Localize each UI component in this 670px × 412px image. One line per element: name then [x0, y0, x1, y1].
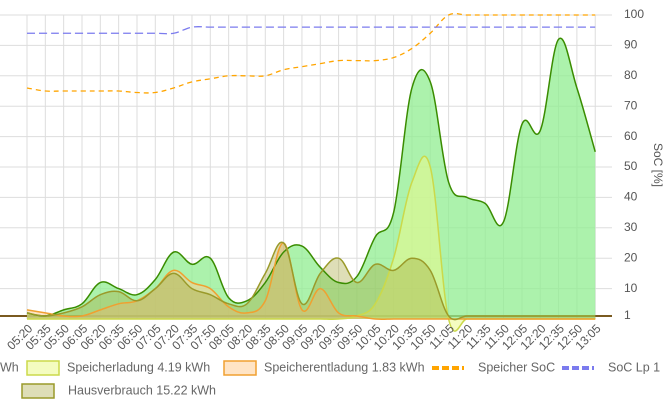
y-tick-label: 60: [624, 129, 638, 143]
legend-label: SoC Lp 1: [608, 360, 660, 374]
area-layer: [27, 38, 596, 332]
y-tick-label: 50: [624, 159, 638, 173]
y-tick-label: 80: [624, 68, 638, 82]
series-line: [26, 26, 596, 35]
area-fill: [27, 242, 596, 320]
y-tick-label: 70: [624, 98, 638, 112]
legend-label: Speicher SoC: [478, 360, 555, 374]
legend-label: Speicherladung 4.19 kWh: [67, 360, 210, 374]
line-layer: [26, 12, 596, 332]
series-line: [26, 12, 596, 94]
series-line: [26, 242, 596, 320]
series-line: [26, 241, 596, 321]
y-tick-label: 10: [624, 281, 638, 295]
y-axis-label: SoC [%]: [651, 143, 665, 187]
y-tick-label: 20: [624, 250, 638, 264]
y-tick-label: 1: [624, 308, 631, 322]
y-tick-label: 90: [624, 38, 638, 52]
area-fill: [27, 242, 596, 320]
y-tick-label: 100: [624, 7, 644, 21]
legend-swatch: [21, 383, 55, 399]
legend-label: Wh: [0, 360, 19, 374]
series-line: [26, 37, 596, 317]
legend-label: Speicherentladung 1.83 kWh: [264, 360, 425, 374]
y-tick-label: 40: [624, 190, 638, 204]
legend-layer: Wh Speicherladung 4.19 kWh Speicherentladu…: [0, 360, 660, 399]
legend-swatch: [223, 360, 257, 376]
legend-swatch: [26, 360, 60, 376]
y-tick-label: 30: [624, 220, 638, 234]
area-fill: [27, 38, 596, 320]
legend-label: Hausverbrauch 15.22 kWh: [68, 383, 216, 397]
